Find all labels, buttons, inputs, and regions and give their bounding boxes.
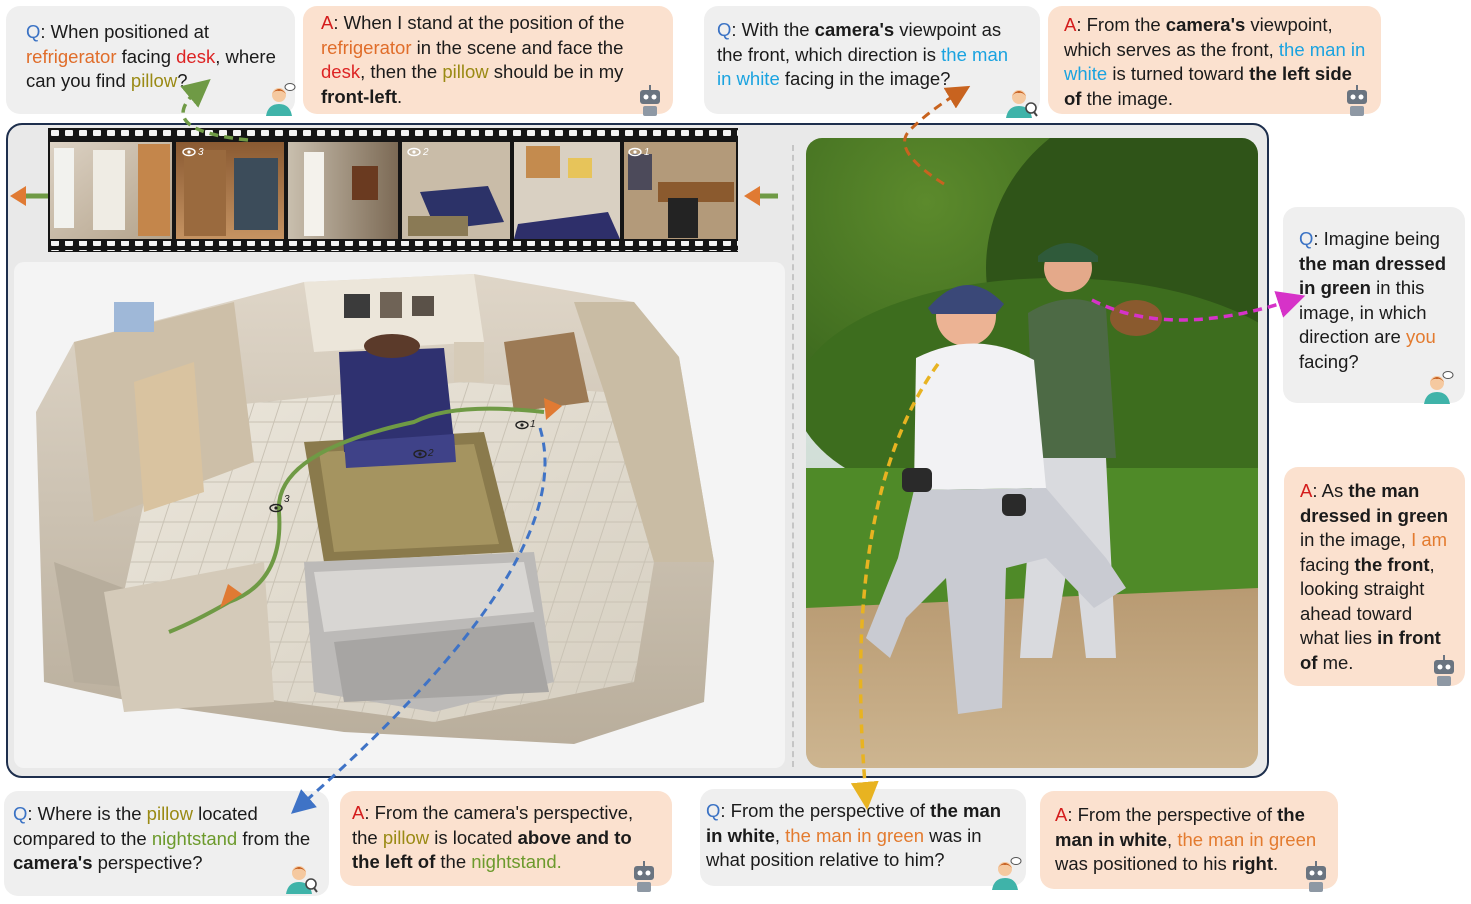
person-searching-icon <box>286 866 318 894</box>
film-strip-graphic: 3 2 1 <box>48 130 738 251</box>
desk-term: desk <box>176 45 216 67</box>
person-thinking-icon <box>266 83 296 116</box>
answer-bubble-4: A: From the camera's perspective, the pi… <box>340 791 672 886</box>
robot-icon <box>640 85 660 116</box>
pillow-term: pillow <box>130 70 178 91</box>
svg-text:2: 2 <box>422 147 429 158</box>
room-view-mark-3: 3 <box>269 494 290 513</box>
man-in-white-term: the man in white <box>717 43 1009 90</box>
q-label: Q <box>26 21 41 42</box>
question-bubble-3: Q: Imagine being the man dressed in gree… <box>1283 207 1465 403</box>
man-in-green-term: the man in green <box>785 824 924 846</box>
svg-text:3: 3 <box>198 147 204 158</box>
robot-icon <box>634 861 654 892</box>
bed <box>339 348 454 452</box>
room-reconstruction-panel: 1 2 3 <box>14 262 785 768</box>
3d-room-scene: 1 2 3 <box>36 274 714 744</box>
question-bubble-4: Q: Where is the pillow located compared … <box>4 791 329 896</box>
person-thinking-icon <box>1424 371 1454 404</box>
baseball-scene <box>806 138 1258 768</box>
question-bubble-1: Q: When positioned at refrigerator facin… <box>6 6 295 114</box>
robot-icon <box>1347 85 1367 116</box>
robot-icon <box>1306 861 1326 892</box>
svg-text:2: 2 <box>427 448 434 459</box>
a-label: A <box>321 12 334 33</box>
svg-text:1: 1 <box>530 419 536 430</box>
left-arrow-icon <box>10 186 48 206</box>
person-searching-icon <box>1006 90 1038 118</box>
film-view-mark-2: 2 <box>407 147 429 158</box>
answer-bubble-2: A: From the camera's viewpoint, which se… <box>1048 6 1381 114</box>
answer-bubble-3: A: As the man dressed in green in the im… <box>1284 467 1465 686</box>
panel-divider <box>792 145 794 767</box>
svg-text:3: 3 <box>284 494 290 505</box>
svg-text:1: 1 <box>644 147 650 158</box>
video-frame-strip: 3 2 1 <box>48 128 738 252</box>
robot-icon <box>1434 655 1454 686</box>
refrigerator-term: refrigerator <box>26 45 117 67</box>
film-view-mark-3: 3 <box>182 147 204 158</box>
answer-bubble-1: A: When I stand at the position of the r… <box>303 6 673 114</box>
answer-highlight: front-left <box>321 85 398 107</box>
you-term: you <box>1405 326 1436 347</box>
film-view-mark-1: 1 <box>628 147 650 158</box>
person-thinking-icon <box>992 857 1022 890</box>
question-bubble-2: Q: With the camera's viewpoint as the fr… <box>704 6 1040 114</box>
question-bubble-5: Q: From the perspective of the man in wh… <box>700 789 1026 886</box>
nightstand-term: nightstand <box>151 827 238 849</box>
baseball-photo <box>806 138 1258 768</box>
answer-bubble-5: A: From the perspective of the man in wh… <box>1040 791 1338 889</box>
left-arrow-icon <box>744 186 778 206</box>
